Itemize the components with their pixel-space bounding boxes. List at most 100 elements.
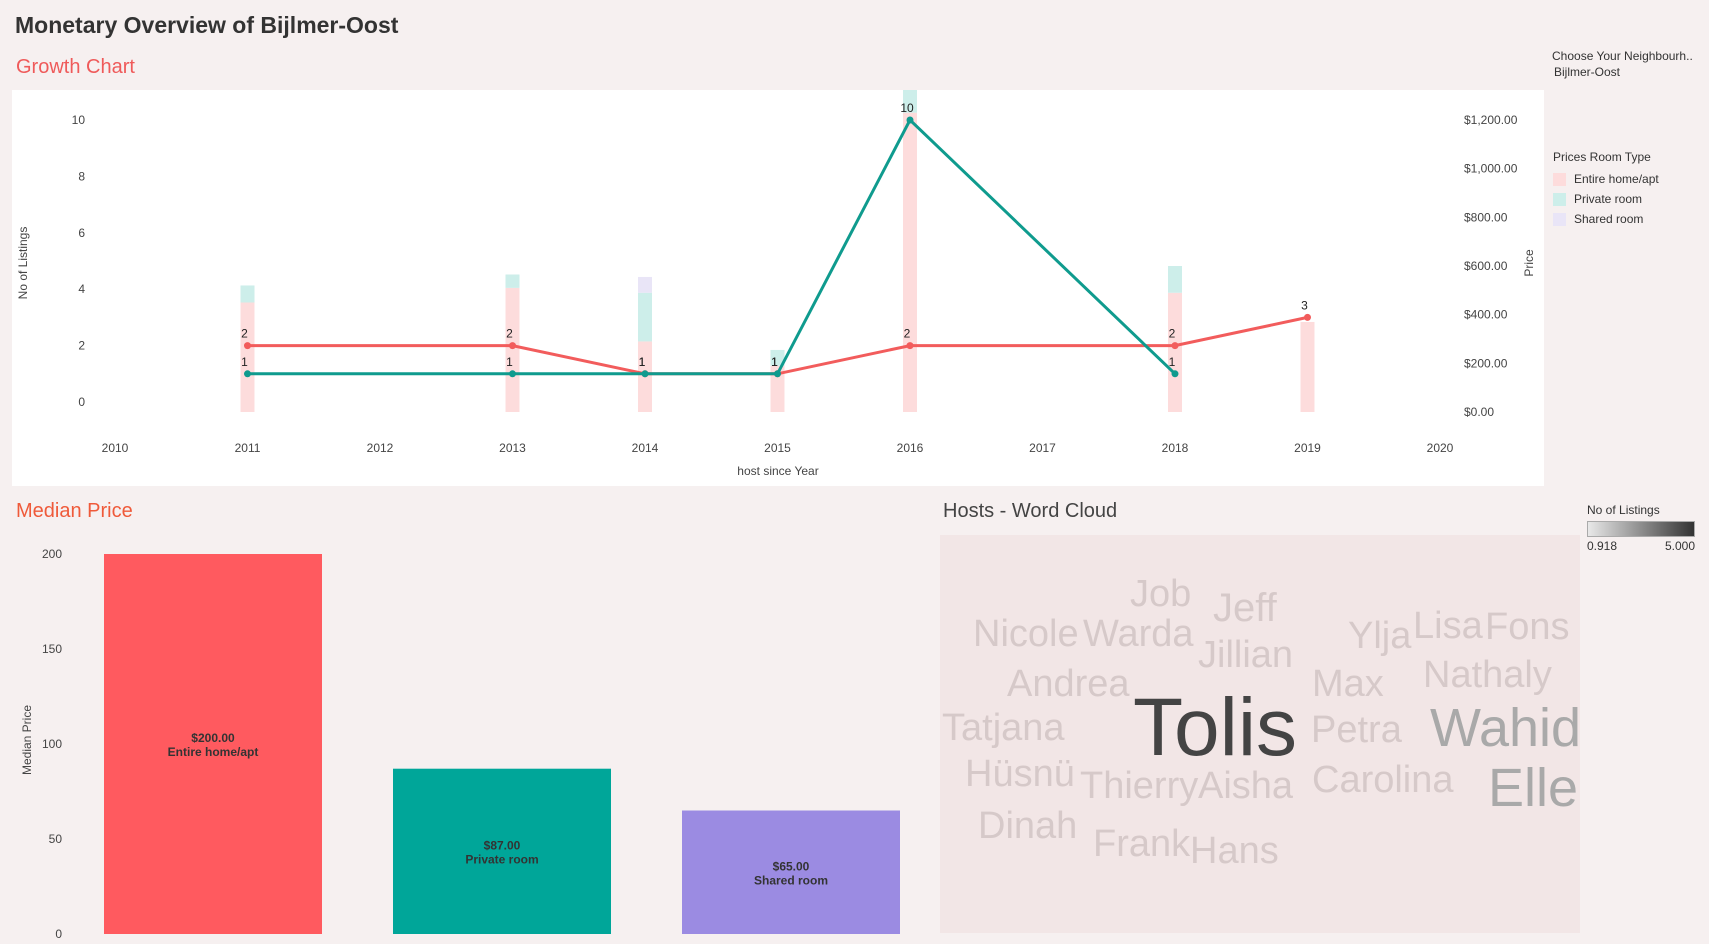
word-cloud-title: Hosts - Word Cloud [943, 500, 1118, 522]
cloud-word[interactable]: Warda [1083, 613, 1194, 655]
data-label: 2 [904, 327, 911, 341]
legend-item-private-room[interactable]: Private room [1553, 189, 1659, 209]
cloud-word[interactable]: Nicole [973, 613, 1079, 655]
data-label: 3 [1301, 298, 1308, 312]
cloud-word[interactable]: Petra [1311, 709, 1402, 751]
x-axis-title: host since Year [737, 464, 818, 478]
data-label: 1 [771, 355, 778, 369]
legend-item-entire-home[interactable]: Entire home/apt [1553, 169, 1659, 189]
cloud-word[interactable]: Fons [1485, 606, 1570, 648]
cloud-word[interactable]: Hüsnü [965, 753, 1075, 795]
color-legend-min: 0.918 [1587, 539, 1618, 553]
x-tick-label: 2014 [632, 441, 659, 455]
price-bar-segment [505, 287, 520, 412]
cloud-word[interactable]: Max [1312, 663, 1384, 705]
page-title: Monetary Overview of Bijlmer-Oost [15, 12, 399, 38]
data-label: 1 [506, 355, 513, 369]
y2-tick-label: $1,000.00 [1464, 162, 1518, 176]
data-label: 1 [639, 355, 646, 369]
series-point [641, 370, 649, 378]
legend-item-shared-room[interactable]: Shared room [1553, 209, 1659, 229]
legend-label: Entire home/apt [1574, 172, 1659, 186]
growth-chart-title: Growth Chart [16, 56, 135, 78]
data-label: 1 [241, 355, 248, 369]
data-label: 1 [639, 355, 646, 369]
cloud-word[interactable]: Tolis [1133, 682, 1298, 773]
filter-value[interactable]: Bijlmer-Oost [1554, 65, 1621, 79]
color-gradient-bar [1587, 521, 1695, 537]
cloud-word[interactable]: Jillian [1198, 634, 1294, 676]
room-type-legend: Prices Room Type Entire home/apt Private… [1553, 150, 1659, 229]
y-tick-label: 0 [78, 395, 85, 409]
price-bar-segment [240, 302, 255, 412]
median-price-bar [682, 810, 900, 934]
x-tick-label: 2010 [102, 441, 129, 455]
cloud-word[interactable]: Dinah [978, 805, 1078, 847]
legend-swatch [1553, 192, 1566, 206]
median-price-bar [104, 554, 322, 934]
median-price-title: Median Price [16, 500, 133, 522]
price-bar-segment [1168, 266, 1182, 293]
y-tick-label: 150 [42, 642, 62, 656]
cloud-word[interactable]: Ylja [1348, 615, 1412, 657]
cloud-word[interactable]: Elle [1488, 758, 1579, 818]
legend-label: Private room [1574, 192, 1643, 206]
x-tick-label: 2019 [1294, 441, 1321, 455]
y-axis-title: No of Listings [16, 227, 30, 300]
series-point [1304, 313, 1311, 321]
data-label: 10 [900, 101, 914, 115]
series-point [774, 370, 781, 378]
data-label: 1 [771, 355, 778, 369]
bar-category-label: Private room [465, 852, 538, 866]
x-tick-label: 2011 [235, 441, 261, 455]
bar-value-label: $200.00 [191, 731, 235, 745]
listings-color-legend: No of Listings 0.918 5.000 [1587, 503, 1695, 553]
cloud-word[interactable]: Nathaly [1423, 654, 1552, 696]
cloud-word[interactable]: Wahid [1430, 698, 1582, 758]
cloud-word[interactable]: Carolina [1312, 759, 1454, 801]
color-legend-title: No of Listings [1587, 503, 1660, 517]
y-tick-label: 8 [78, 169, 85, 183]
filter-label: Choose Your Neighbourh.. [1552, 49, 1693, 63]
cloud-word[interactable]: Lisa [1413, 605, 1483, 647]
y-tick-label: 50 [49, 832, 63, 846]
word-cloud-panel: Job Jeff Nicole Warda Jillian Ylja Lisa Fons And… [940, 535, 1582, 933]
y-axis-title: Median Price [20, 705, 34, 775]
x-tick-label: 2015 [764, 441, 791, 455]
bar-value-label: $65.00 [773, 859, 810, 873]
cloud-word[interactable]: Andrea [1007, 663, 1130, 705]
price-bar-segment [903, 112, 917, 412]
cloud-word[interactable]: Hans [1190, 830, 1279, 872]
series-point [509, 342, 516, 350]
x-tick-label: 2016 [897, 441, 924, 455]
bar-category-label: Shared room [754, 873, 828, 887]
y2-tick-label: $800.00 [1464, 210, 1508, 224]
color-legend-max: 5.000 [1664, 539, 1695, 553]
cloud-word[interactable]: Job [1130, 573, 1192, 615]
price-bar-segment [638, 292, 652, 342]
cloud-word[interactable]: Jeff [1213, 586, 1277, 630]
data-label: 2 [241, 327, 248, 341]
cloud-word[interactable]: Thierry [1080, 765, 1199, 807]
x-tick-label: 2013 [499, 441, 526, 455]
cloud-word[interactable]: Aisha [1198, 765, 1294, 807]
y2-tick-label: $600.00 [1464, 259, 1508, 273]
y-tick-label: 4 [78, 282, 85, 296]
series-point [509, 370, 516, 378]
y-tick-label: 100 [42, 737, 62, 751]
price-bar-segment [240, 285, 255, 303]
cloud-word[interactable]: Tatjana [942, 707, 1065, 749]
x-tick-label: 2020 [1427, 441, 1454, 455]
x-tick-label: 2018 [1162, 441, 1189, 455]
series-point [1171, 342, 1179, 350]
neighbourhood-filter[interactable]: Choose Your Neighbourh.. Bijlmer-Oost [1552, 49, 1693, 79]
growth-chart-panel: 0 2 4 6 8 10 $0.00 $200.00 $400.00 $600.00 $800.00… [12, 90, 1544, 486]
series-line [247, 117, 1177, 376]
data-label: 1 [1169, 355, 1176, 369]
y2-axis-title: Price [1522, 249, 1536, 277]
cloud-word[interactable]: Frank [1093, 823, 1191, 865]
data-label: 2 [506, 327, 513, 341]
bar-value-label: $87.00 [484, 838, 521, 852]
series-point [906, 116, 914, 124]
